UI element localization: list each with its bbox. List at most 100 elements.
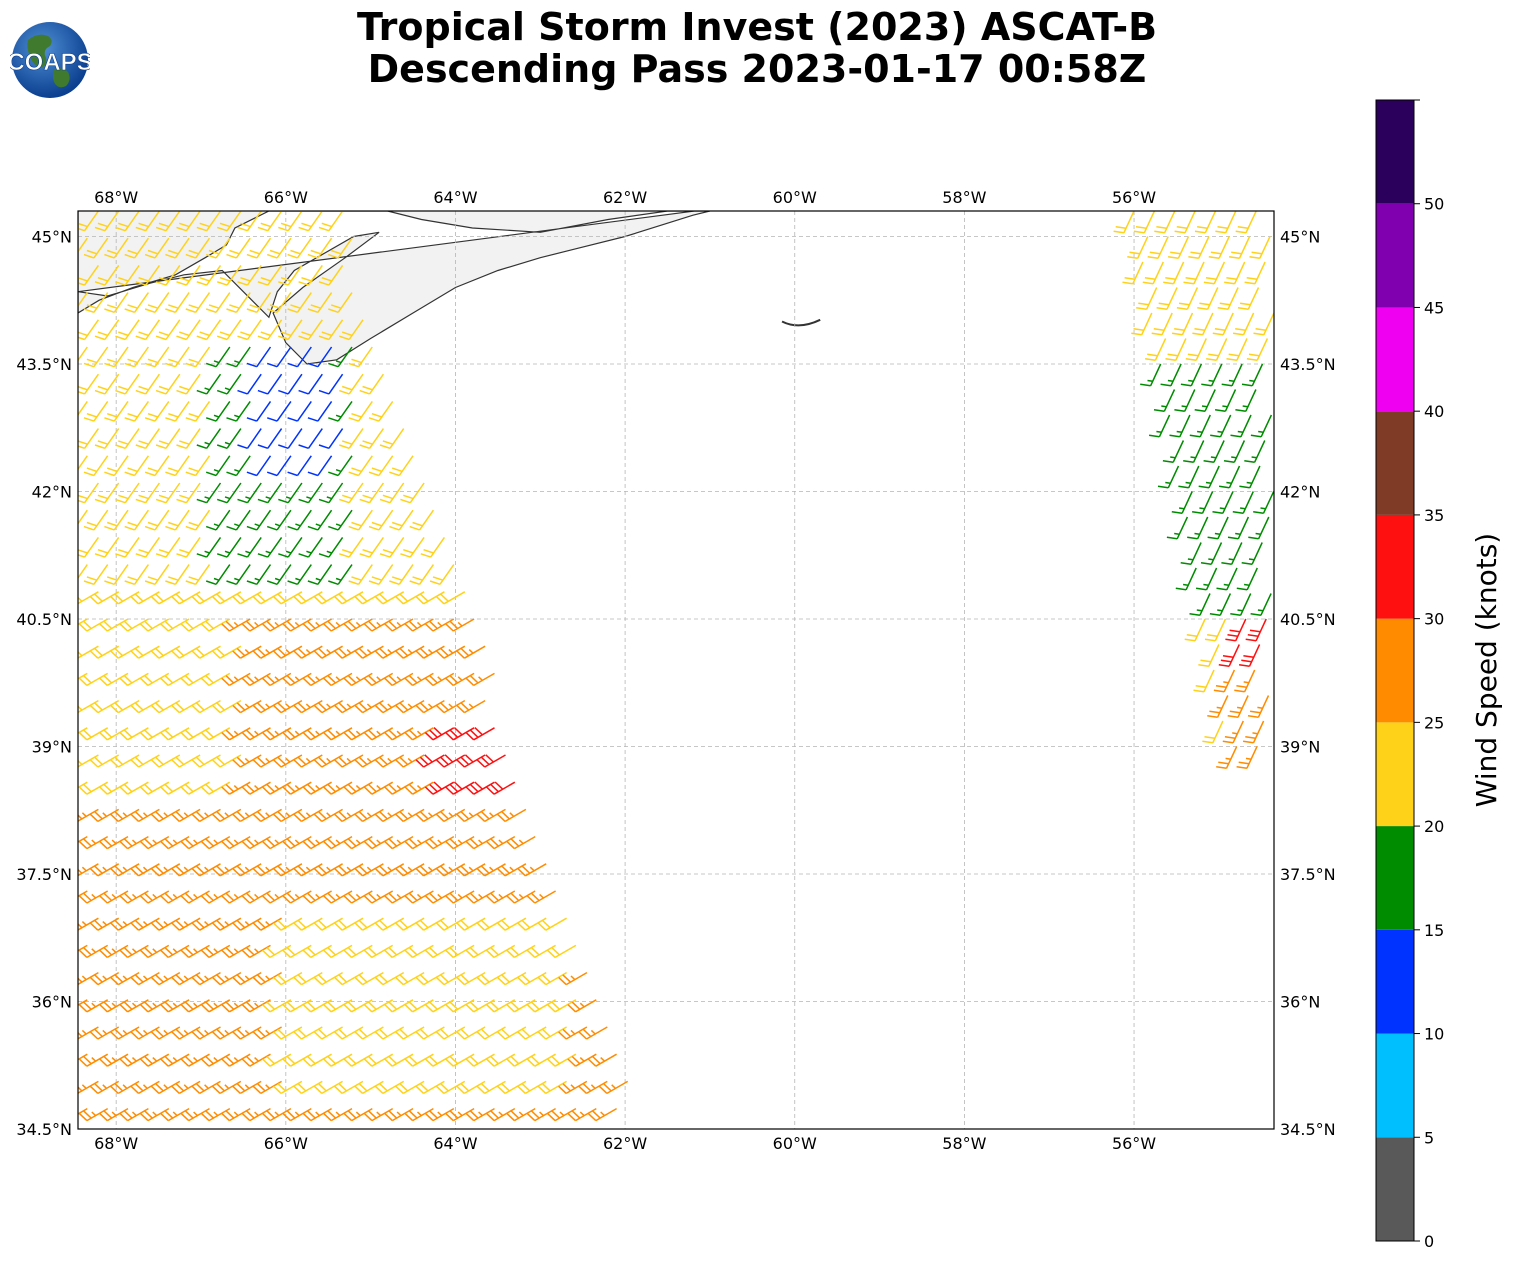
wind-barb: [485, 944, 516, 959]
wind-barb: [119, 999, 149, 1013]
wind-barb: [445, 890, 475, 904]
wind-barb: [165, 509, 190, 531]
lon-label-bottom: 60°W: [773, 1134, 817, 1153]
wind-barb: [389, 509, 414, 531]
wind-barb: [323, 999, 353, 1013]
wind-barb: [1247, 695, 1270, 719]
wind-barb: [1191, 491, 1214, 515]
wind-barb: [89, 1026, 120, 1040]
wind-barb: [261, 672, 292, 687]
wind-barb: [110, 1080, 140, 1095]
wind-barb: [348, 346, 373, 368]
wind-barb: [1194, 389, 1216, 413]
wind-barb: [323, 890, 353, 904]
wind-barb: [89, 591, 120, 605]
wind-barb: [363, 999, 394, 1013]
wind-barb: [348, 509, 373, 531]
wind-barb: [465, 835, 495, 850]
wind-barb: [200, 727, 231, 741]
wind-barb: [165, 346, 190, 368]
wind-barb: [176, 264, 201, 286]
wind-barb: [211, 863, 242, 877]
wind-barb: [435, 808, 466, 823]
wind-barb: [1198, 644, 1220, 668]
wind-barb: [395, 917, 425, 931]
wind-barb: [119, 835, 149, 850]
wind-barb: [237, 536, 262, 558]
wind-barb: [1113, 211, 1135, 234]
wind-barb: [150, 808, 181, 823]
wind-barb: [130, 1026, 160, 1040]
wind-barb: [1162, 440, 1185, 464]
wind-barb: [160, 672, 190, 687]
wind-barb: [272, 754, 303, 768]
wind-barb: [99, 1053, 129, 1067]
wind-barb: [415, 699, 445, 714]
axis-labels: 68°W 68°W 66°W 66°W 64°W 64°W 62°W 62°W 60°W 60°W…: [16, 188, 1335, 1153]
wind-barb: [424, 890, 455, 904]
wind-barb: [78, 971, 99, 986]
wind-barb: [476, 917, 506, 931]
wind-barb: [1193, 669, 1215, 693]
wind-barb: [313, 591, 343, 605]
wind-barb: [124, 346, 150, 368]
wind-barb: [1248, 516, 1270, 540]
wind-barb: [160, 727, 190, 741]
wind-barb: [313, 645, 343, 659]
wind-barb: [226, 237, 251, 259]
wind-barb: [359, 482, 385, 504]
wind-barb: [1171, 491, 1193, 515]
lat-label-left: 36°N: [32, 993, 72, 1012]
wind-barb: [334, 808, 364, 823]
wind-barb: [78, 618, 109, 632]
wind-barb: [354, 1026, 384, 1040]
wind-barb: [185, 455, 211, 477]
wind-barb: [348, 400, 373, 422]
wind-barb: [78, 482, 100, 504]
wind-barb: [78, 373, 100, 395]
wind-barb: [415, 754, 445, 768]
wind-barb: [465, 890, 495, 904]
wind-barb: [211, 699, 242, 714]
wind-barb: [287, 509, 312, 531]
wind-barb: [435, 645, 466, 659]
wind-barb: [89, 699, 120, 714]
wind-barb: [139, 999, 170, 1013]
wind-barb: [232, 699, 262, 714]
wind-barb: [424, 944, 455, 959]
wind-barb: [506, 999, 536, 1013]
wind-barb: [517, 863, 547, 877]
wind-barb: [598, 1080, 629, 1095]
wind-barb: [94, 319, 120, 341]
wind-barb: [1253, 491, 1274, 515]
wind-barb: [476, 971, 506, 986]
lon-label-bottom: 56°W: [1112, 1134, 1156, 1153]
wind-barb: [257, 428, 283, 450]
wind-barb: [278, 536, 303, 558]
wind-barb: [558, 971, 588, 986]
wind-barb: [261, 781, 292, 795]
wind-barb: [395, 591, 425, 605]
wind-barb: [409, 564, 435, 586]
wind-barb: [384, 618, 414, 632]
wind-barb: [135, 264, 161, 286]
wind-barb: [282, 890, 312, 904]
wind-barb: [191, 699, 221, 714]
wind-barb: [287, 292, 312, 314]
wind-barb: [517, 971, 547, 986]
wind-barb: [587, 1107, 617, 1122]
wind-barb: [1216, 746, 1238, 770]
wind-barb: [110, 1026, 140, 1040]
wind-barb: [205, 237, 231, 259]
wind-barb: [160, 999, 190, 1013]
wind-barb: [328, 292, 353, 314]
wind-barb: [415, 971, 445, 986]
title-line-2: Descending Pass 2023-01-17 00:58Z: [367, 47, 1147, 91]
wind-barb: [1236, 567, 1258, 591]
wind-barb: [150, 754, 181, 768]
wind-barb: [78, 999, 109, 1013]
lat-label-left: 34.5°N: [16, 1120, 72, 1139]
wind-barb: [1207, 516, 1229, 540]
wind-barb: [226, 509, 251, 531]
wind-barb: [115, 319, 140, 341]
